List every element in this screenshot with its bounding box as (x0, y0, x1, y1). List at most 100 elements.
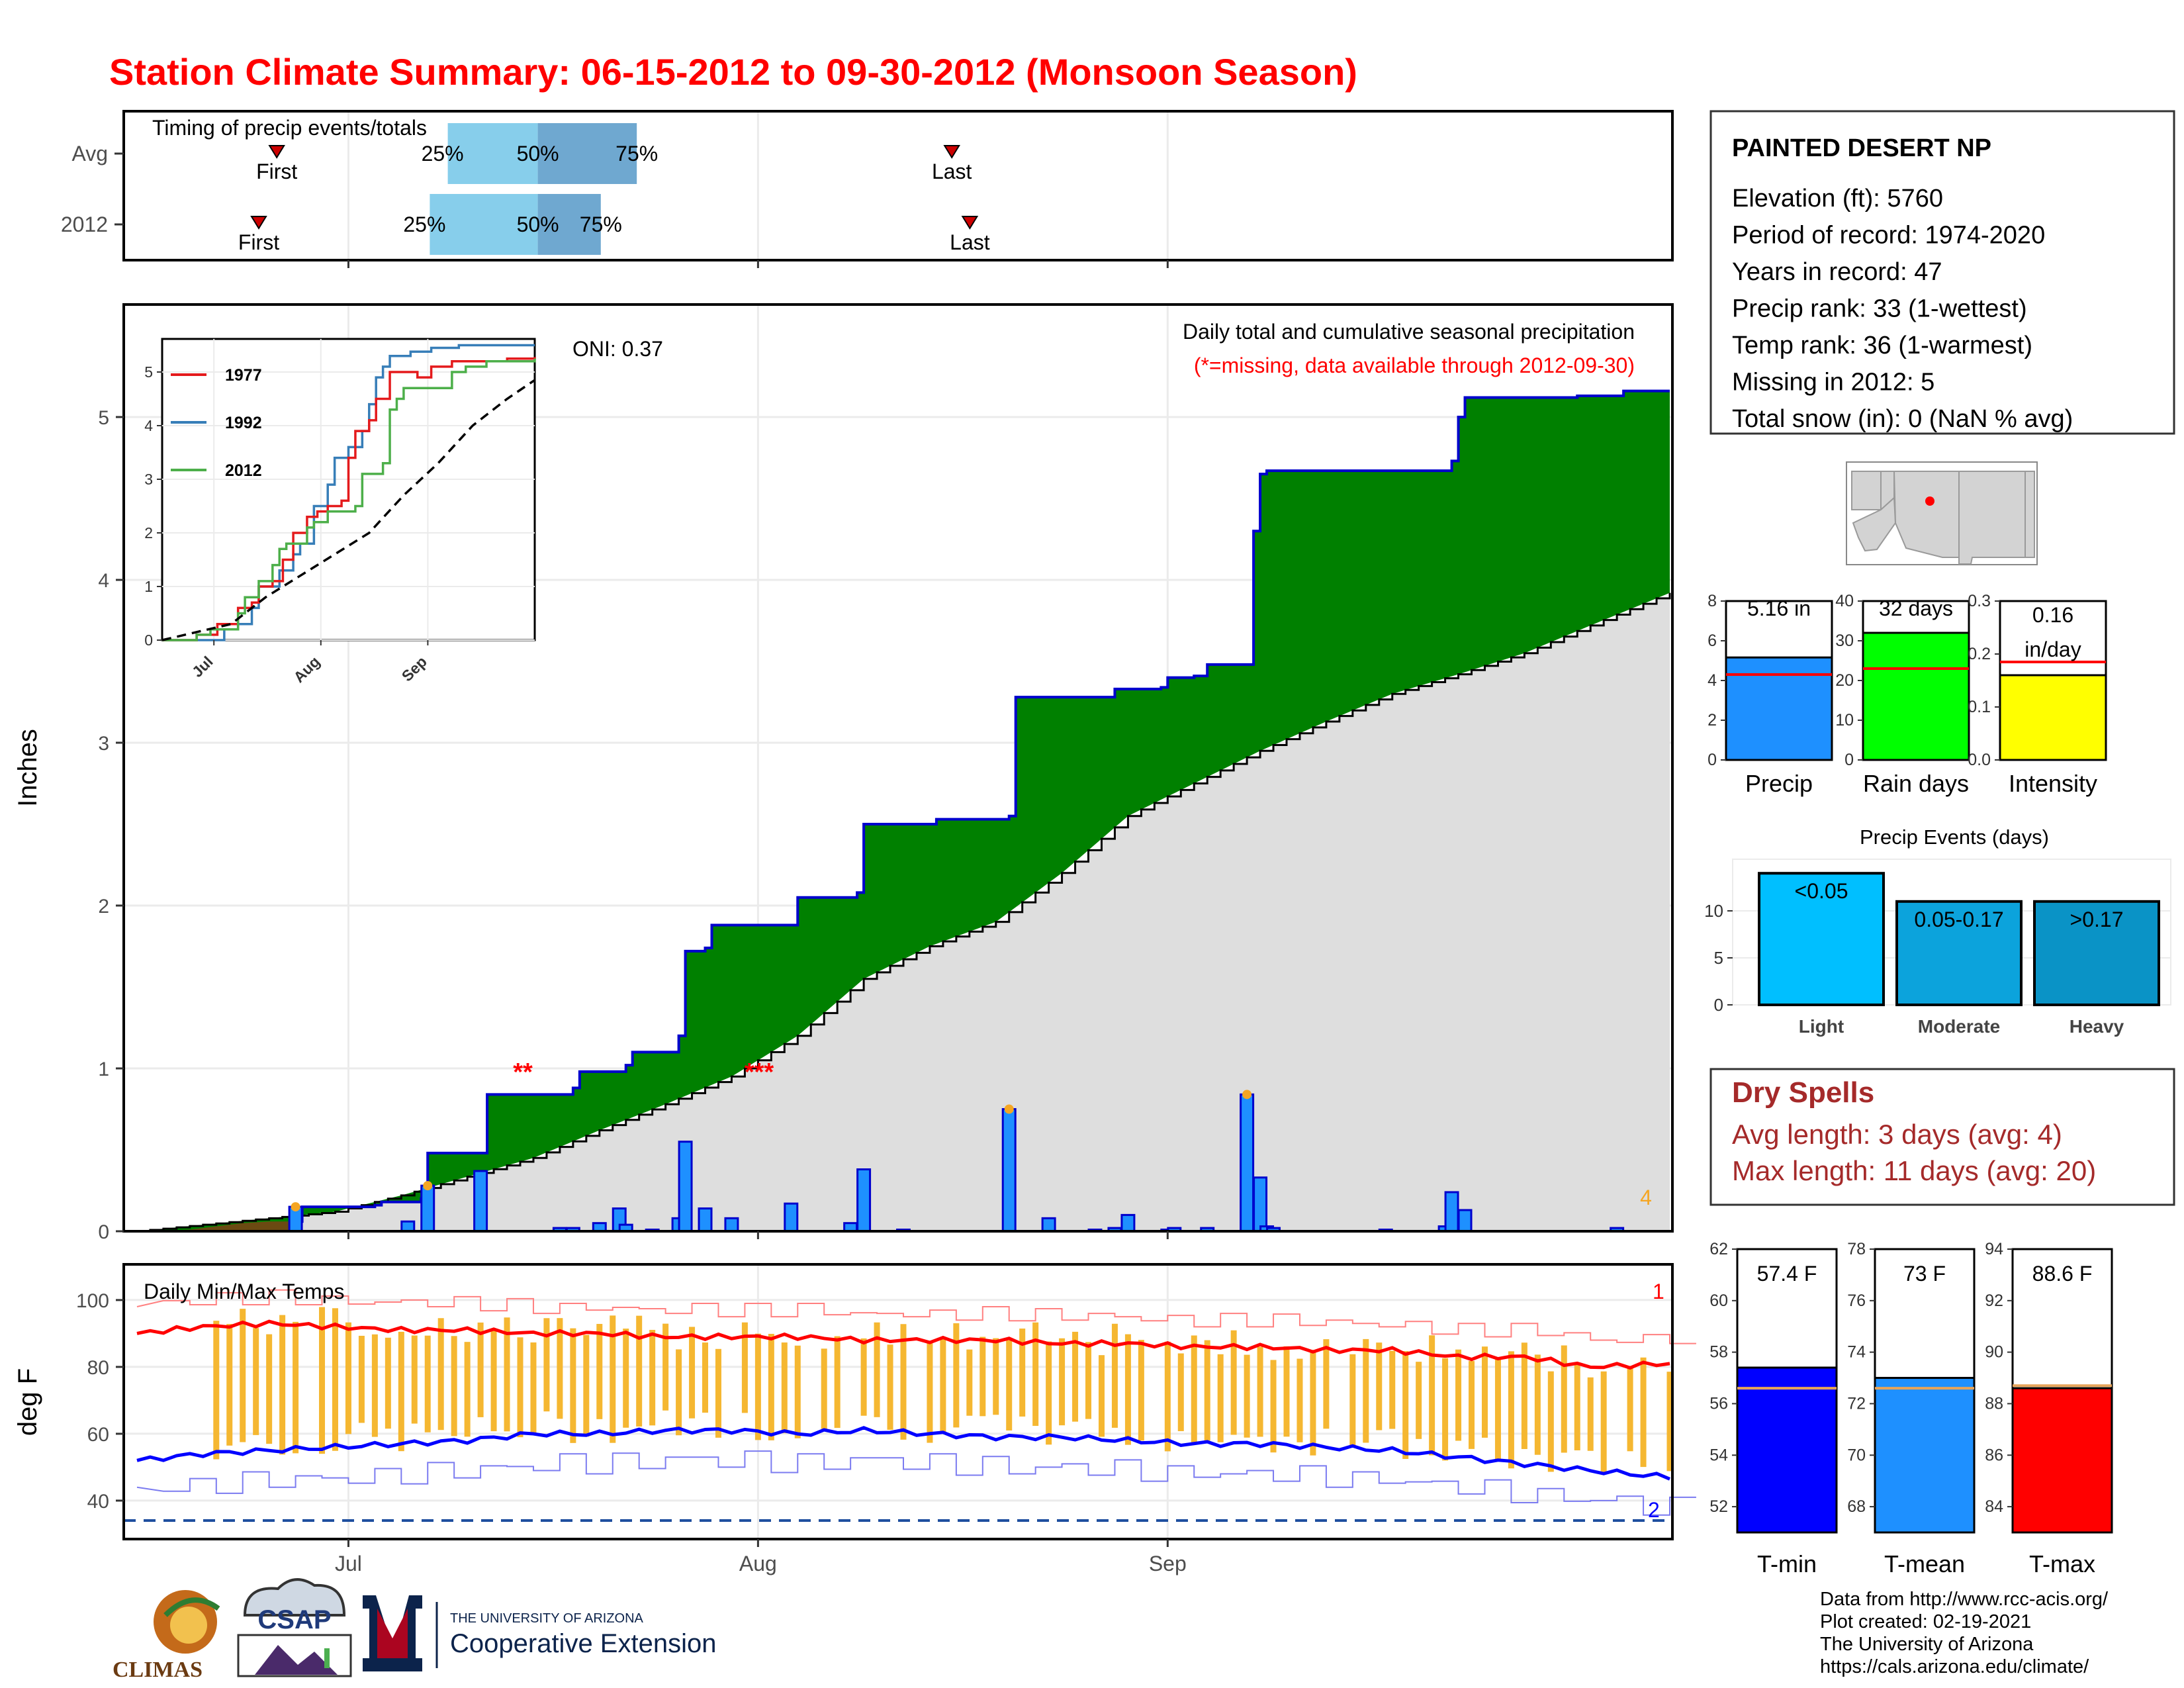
temp-range-bar-218 (1574, 1363, 1580, 1450)
daily-precip-bar-2 (420, 1184, 435, 1233)
temp-summary-ytick-label-2-4: 92 (1985, 1291, 2003, 1310)
temp-range-bar-94 (754, 1333, 761, 1440)
temp-range-bar-202 (1469, 1361, 1475, 1449)
temp-range-bar-204 (1481, 1346, 1488, 1438)
temp-range-bar-176 (1297, 1358, 1303, 1442)
temp-range-bar-140 (1059, 1338, 1066, 1426)
temp-range-bar-80 (662, 1323, 669, 1411)
temp-range-bar-62 (543, 1318, 550, 1412)
summary-ytick-label-1-0: 0 (1844, 751, 1854, 769)
precip-ytick-label-4: 4 (98, 570, 109, 592)
summary-ytick-label-0-1: 2 (1707, 711, 1717, 729)
dry-spells-title: Dry Spells (1732, 1076, 1874, 1109)
temp-range-bar-36 (371, 1334, 378, 1437)
svg-text:CSAP: CSAP (257, 1605, 331, 1634)
temp-range-bar-152 (1138, 1340, 1144, 1441)
summary-ytick-label-1-1: 10 (1835, 711, 1854, 729)
csap-logo: CSAP (237, 1578, 352, 1677)
inset-line-2012 (162, 358, 536, 641)
inset-ytick-label-4: 4 (144, 417, 153, 434)
temp-range-bar-160 (1191, 1335, 1197, 1444)
cumulative-2012-line (137, 389, 1670, 1233)
temp-range-bar-28 (319, 1307, 326, 1454)
events-bar-1 (1895, 900, 2023, 1007)
timing-panel: Timing of precip events/totals Avg 25% 50%… (61, 110, 1674, 268)
temp-summary-label-1: T-mean (1884, 1550, 1965, 1577)
temp-range-bar-214 (1547, 1371, 1554, 1472)
svg-text:CLIMAS: CLIMAS (113, 1658, 203, 1682)
temp-range-bar-158 (1177, 1353, 1184, 1432)
summary-bar-0 (1725, 656, 1833, 761)
temp-summary-bar-1 (1874, 1377, 1976, 1534)
temp-range-bar-46 (437, 1318, 444, 1430)
temp-range-bar-52 (477, 1322, 484, 1417)
temp-range-bar-68 (583, 1335, 590, 1437)
temp-range-bar-150 (1124, 1334, 1131, 1445)
locator-map (1846, 461, 2038, 565)
summary-bars: 5.16 in 0 2 4 6 8 Precip 32 days 0 10 20 30 40 Rain d… (1707, 592, 2107, 797)
precip-panel: 0 1 2 3 4 5 Inches ONI: 0.37 Daily total and … (13, 303, 1674, 1243)
events-label-2: Heavy (2070, 1016, 2124, 1037)
summary-value-0: 5.16 in (1747, 596, 1811, 620)
summary-ytick-label-1-2: 20 (1835, 671, 1854, 690)
temp-summary-bars: 57.4 F 52 54 56 58 60 62 T-min 73 F 68 70 72 74 76 78 T… (1709, 1240, 2113, 1577)
temp-title: Daily Min/Max Temps (144, 1280, 344, 1303)
summary-ytick-label-2-3: 0.3 (1968, 592, 1991, 610)
temp-ytick-label-3: 100 (76, 1290, 109, 1312)
daily-precip-bar-11 (678, 1141, 693, 1233)
inset-ytick-label-1: 1 (144, 578, 153, 595)
station-line-1: Period of record: 1974-2020 (1732, 222, 2045, 250)
temp-range-bar-50 (464, 1342, 471, 1437)
temp-range-bar-56 (504, 1317, 510, 1432)
timing-box-high-0 (537, 123, 637, 184)
summary-label-0: Precip (1745, 770, 1813, 797)
station-line-6: Total snow (in): 0 (NaN % avg) (1732, 405, 2073, 433)
temp-range-bar-138 (1046, 1341, 1052, 1445)
temp-range-bar-88 (715, 1348, 721, 1438)
temp-range-bar-126 (966, 1349, 973, 1416)
university-logo: THE UNIVERSITY OF ARIZONA Cooperative Ex… (363, 1595, 716, 1671)
temp-range-bar-162 (1204, 1340, 1210, 1441)
precip-ytick-label-2: 2 (98, 896, 109, 917)
temp-range-bar-32 (345, 1322, 351, 1434)
events-bar-0 (1758, 872, 1885, 1006)
timing-last-marker-1 (961, 216, 979, 230)
storm-marker-2 (423, 1181, 433, 1191)
temp-range-bar-192 (1402, 1351, 1409, 1459)
tmax-record-line (136, 1289, 1696, 1344)
footer-line-2: The University of Arizona (1820, 1634, 2034, 1655)
temp-range-bar-72 (610, 1315, 616, 1443)
precip-ytick-label-3: 3 (98, 733, 109, 755)
events-bar-2 (2033, 900, 2160, 1007)
temp-summary-bar-2 (2011, 1387, 2113, 1534)
temp-summary-value-2: 88.6 F (2032, 1262, 2093, 1286)
temp-range-bar-84 (689, 1327, 696, 1419)
temp-summary-ytick-label-2-3: 90 (1985, 1343, 2003, 1362)
inset-legend-label-2012: 2012 (225, 461, 262, 480)
summary-value-1: 32 days (1879, 596, 1953, 620)
events-title: Precip Events (days) (1860, 825, 2049, 849)
station-line-2: Years in record: 47 (1732, 258, 1942, 286)
temp-range-bar-226 (1627, 1367, 1633, 1452)
timing-p75-label-0: 75% (615, 142, 658, 165)
station-location-dot (1925, 496, 1934, 506)
count-label: 4 (1640, 1186, 1652, 1209)
temp-range-bar-104 (821, 1348, 827, 1429)
temp-range-bar-76 (636, 1315, 643, 1427)
temp-range-bar-22 (279, 1315, 286, 1455)
timing-box-low-1 (430, 194, 538, 255)
temp-range-bar-228 (1640, 1357, 1647, 1468)
daily-precip-bar-33 (1457, 1209, 1473, 1233)
temp-range-bar-24 (293, 1321, 299, 1454)
temp-range-bar-82 (676, 1349, 682, 1436)
temp-range-bar-92 (741, 1322, 748, 1413)
inset-ytick-label-5: 5 (144, 363, 153, 381)
tmax-record-count: 1 (1653, 1280, 1664, 1303)
timing-box-low-0 (447, 123, 538, 184)
timing-box-high-1 (537, 194, 601, 255)
temp-range-bar-64 (557, 1318, 563, 1419)
temp-range-bar-48 (451, 1336, 457, 1436)
temp-range-bar-96 (768, 1334, 774, 1440)
temp-xtick-label-2: Sep (1149, 1552, 1187, 1575)
